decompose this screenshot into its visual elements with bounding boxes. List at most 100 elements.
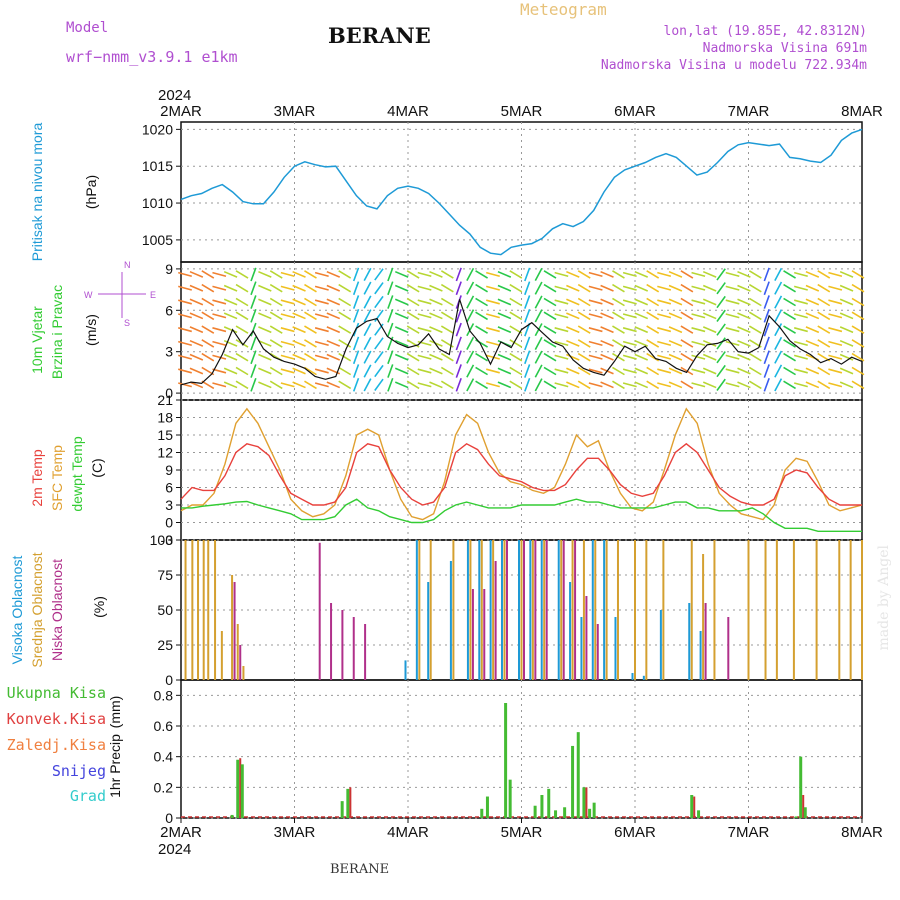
- wind-arrow: [486, 340, 500, 347]
- bottom-date-label: 7MAR: [728, 824, 770, 841]
- wind-arrow: [691, 299, 706, 305]
- wind-arrow: [622, 368, 637, 374]
- wind-arrow: [387, 377, 394, 392]
- wind-arrow: [612, 366, 625, 376]
- low-cloud-bar: [239, 645, 242, 680]
- wind-arrow: [429, 326, 443, 334]
- wind-arrow: [455, 350, 462, 365]
- wind-arrow: [189, 353, 204, 361]
- wind-arrow: [737, 284, 751, 292]
- wind-arrow: [223, 353, 238, 361]
- mid-cloud-bar: [662, 540, 665, 680]
- wind-arrow: [352, 267, 360, 282]
- wind-arrow: [554, 368, 569, 374]
- wind-arrow: [793, 299, 808, 305]
- wind-arrow: [691, 368, 706, 374]
- bottom-date-label: 8MAR: [841, 824, 883, 841]
- high-cloud-bar: [449, 561, 452, 680]
- wind-arrow: [292, 353, 306, 361]
- wind-arrow: [455, 281, 462, 296]
- wind-arrow: [201, 270, 215, 279]
- wind-arrow: [702, 312, 717, 320]
- wind-arrow: [543, 297, 557, 307]
- wind-arrow: [774, 295, 783, 309]
- wind-legend-w: W: [84, 290, 93, 300]
- wind-arrow: [497, 326, 512, 334]
- pressure-line: [180, 128, 863, 256]
- pressure-panel: 1005 1010 1015 1020: [142, 121, 863, 263]
- wind-arrow: [668, 339, 683, 347]
- mid-cloud-bar: [418, 540, 421, 680]
- wind-arrow: [189, 270, 204, 278]
- wind-arrow: [304, 366, 317, 376]
- model-name: wrf−nmm_v3.9.1 e1km: [66, 48, 238, 66]
- wind-arrow: [250, 281, 257, 296]
- low-cloud-bar: [545, 540, 548, 680]
- wind-arrow: [363, 350, 372, 364]
- mid-cloud-bar: [747, 540, 750, 680]
- total-precip-bar: [582, 787, 586, 818]
- wind-arrow: [258, 284, 272, 292]
- wind-arrow: [374, 295, 384, 309]
- high-cloud-bar: [500, 540, 503, 680]
- mid-cloud-bar: [236, 624, 239, 680]
- wind-arrow: [600, 312, 614, 320]
- low-cloud-bar: [523, 540, 525, 680]
- wind-arrow: [429, 353, 443, 361]
- wind-arrow: [622, 340, 637, 347]
- temperature-ytick-label: 3: [165, 497, 173, 513]
- wind-arrow: [634, 270, 649, 278]
- wind-arrow: [250, 295, 257, 309]
- wind-arrow: [314, 340, 329, 347]
- model-elevation-text: Nadmorska Visina u modelu 722.934m: [600, 58, 867, 73]
- wind-arrow: [280, 299, 295, 305]
- wind-arrow: [817, 283, 831, 293]
- wind-arrow: [680, 270, 694, 279]
- wind-arrow: [646, 339, 660, 348]
- wind-arrow: [524, 295, 531, 309]
- wind-arrow: [201, 352, 215, 362]
- wind-arrow: [363, 281, 372, 295]
- mid-cloud-bar: [207, 540, 210, 680]
- wind-arrow: [466, 323, 475, 337]
- wind-arrow: [805, 312, 820, 320]
- wind-arrow: [466, 364, 475, 378]
- wind-arrow: [394, 353, 409, 361]
- model-label: Model: [66, 20, 109, 36]
- wind-arrow: [292, 298, 306, 306]
- wind-arrow: [486, 354, 500, 360]
- high-cloud-ylabel: Visoka Oblacnost: [9, 556, 25, 665]
- wind-arrow: [486, 382, 500, 388]
- wind-arrow: [716, 295, 726, 309]
- wind-arrow: [851, 339, 865, 348]
- wind-arrow: [497, 270, 512, 278]
- low-cloud-bar: [534, 540, 537, 680]
- temperature-ytick-label: 12: [157, 445, 173, 461]
- wind-arrow: [783, 339, 796, 348]
- wind-arrow: [374, 282, 384, 295]
- wind-arrow: [178, 340, 192, 347]
- wind-arrow: [828, 368, 843, 374]
- wind-arrow: [212, 327, 227, 333]
- sfc-ylabel: SFC Temp: [49, 445, 65, 511]
- wind-arrow: [394, 326, 409, 334]
- wind-arrow: [657, 327, 672, 333]
- wind-arrow: [338, 380, 352, 390]
- wind-arrow: [497, 381, 512, 389]
- wind-arrow: [702, 367, 717, 375]
- wind-arrow: [774, 309, 783, 323]
- high-cloud-bar: [631, 673, 634, 680]
- wind-arrow: [566, 381, 580, 389]
- elevation-text: Nadmorska Visina 691m: [702, 41, 867, 56]
- wind-arrow: [839, 298, 854, 306]
- wind-arrow: [554, 285, 569, 291]
- wind-arrow: [774, 267, 783, 281]
- wind-arrow: [634, 284, 649, 292]
- wind-legend-n: N: [124, 260, 131, 270]
- wind-arrow: [374, 337, 384, 350]
- clouds-ytick-label: 75: [157, 567, 173, 583]
- wind-arrow: [304, 339, 317, 348]
- wind-arrow: [406, 325, 420, 334]
- mid-cloud-bar: [702, 554, 705, 680]
